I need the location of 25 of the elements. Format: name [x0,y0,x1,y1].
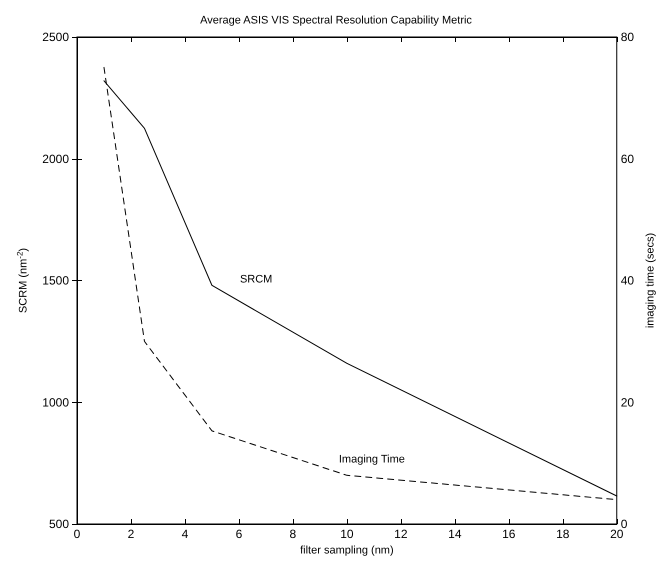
x-tick-label: 6 [236,527,243,541]
y-axis-title: SCRM (nm-2) [16,248,30,314]
y-tick-label: 500 [48,517,70,531]
y2-tick-label: 60 [620,152,634,166]
series-label: Imaging Time [338,453,405,466]
y2-tick-label: 20 [620,395,634,410]
x-tick-label: 0 [74,527,81,541]
y2-tick-label: 40 [620,274,634,288]
y-tick-label: 2000 [42,152,70,166]
x-tick-label: 4 [182,527,189,541]
y-tick-label: 2500 [42,30,70,44]
y2-axis-title: imaging time (secs) [644,232,656,328]
x-tick-label: 12 [394,527,408,541]
x-tick-label: 2 [128,527,135,541]
chart-title: Average ASIS VIS Spectral Resolution Capability Metric [200,14,472,26]
x-axis-title: filter sampling (nm) [300,544,394,556]
y2-tick-label: 80 [620,30,634,44]
x-tick-label: 10 [340,527,354,541]
y-tick-label: 1000 [42,395,70,410]
series-label: SRCM [240,273,272,286]
x-tick-label: 8 [290,527,297,541]
x-tick-label: 18 [556,527,570,541]
y-tick-label: 1500 [42,274,70,288]
x-tick-label: 16 [502,527,516,541]
x-tick-label: 14 [448,527,462,541]
